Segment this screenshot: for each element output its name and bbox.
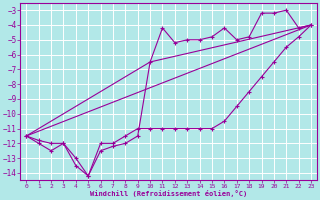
X-axis label: Windchill (Refroidissement éolien,°C): Windchill (Refroidissement éolien,°C)	[90, 190, 247, 197]
